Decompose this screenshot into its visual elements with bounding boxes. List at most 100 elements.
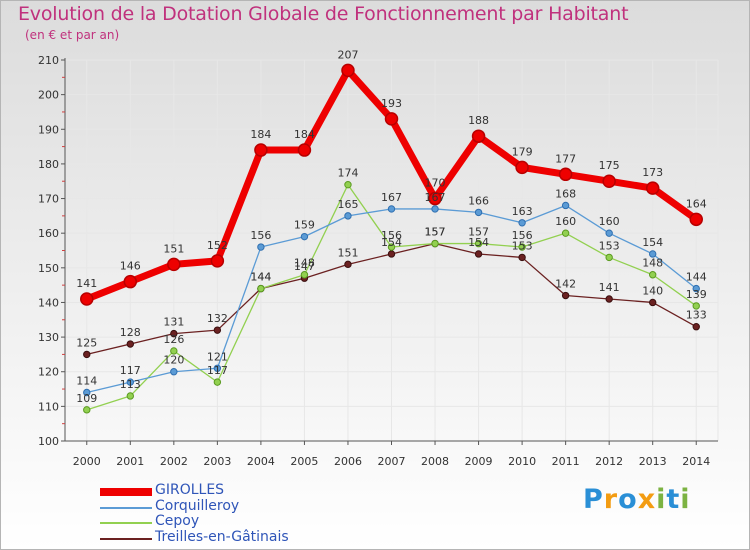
data-label-cepoy-2006: 174 [337,167,358,180]
data-label-treilles-en-g-tinais-2005: 147 [294,260,315,273]
point-girolles-2014 [689,212,703,227]
x-tick-label-2002: 2002 [160,455,188,468]
data-label-treilles-en-g-tinais-2001: 128 [120,326,141,339]
data-label-girolles-2009: 188 [468,114,489,127]
data-label-cepoy-2000: 109 [76,392,97,405]
point-corquilleroy-2001 [126,378,135,386]
point-cepoy-2011 [561,229,570,237]
point-corquilleroy-2011 [561,201,570,210]
data-label-girolles-2005: 184 [294,128,315,141]
point-corquilleroy-2005 [300,232,309,241]
y-tick-label-210: 210 [38,54,59,67]
point-corquilleroy-2012 [605,229,613,237]
data-label-corquilleroy-2004: 156 [250,229,271,242]
x-tick-label-2007: 2007 [378,455,406,468]
x-tick-label-2004: 2004 [247,455,275,468]
point-cepoy-2013 [649,271,657,279]
data-label-treilles-en-g-tinais-2004: 144 [250,271,271,284]
point-corquilleroy-2000 [83,388,91,397]
data-label-treilles-en-g-tinais-2000: 125 [76,336,97,349]
data-label-cepoy-2005: 148 [294,257,315,270]
data-label-treilles-en-g-tinais-2007: 154 [381,236,402,249]
point-corquilleroy-2002 [170,368,178,376]
logo-letter: x [637,484,657,515]
data-label-cepoy-2004: 144 [250,271,271,284]
point-cepoy-2010 [518,243,526,251]
point-girolles-2005 [297,143,312,157]
point-girolles-2012 [602,174,616,188]
x-tick-label-2012: 2012 [595,455,623,468]
point-corquilleroy-2003 [213,364,222,372]
data-label-corquilleroy-2001: 117 [120,364,141,377]
data-label-corquilleroy-2002: 120 [163,354,184,367]
point-girolles-2001 [123,274,138,289]
point-cepoy-2004 [257,284,265,293]
data-label-corquilleroy-2009: 166 [468,194,489,207]
data-label-treilles-en-g-tinais-2013: 140 [642,284,663,297]
legend-swatch-girolles [100,488,152,496]
data-label-treilles-en-g-tinais-2010: 153 [512,239,533,252]
point-corquilleroy-2006 [344,212,352,220]
point-cepoy-2003 [213,378,222,386]
data-label-treilles-en-g-tinais-2011: 142 [555,278,576,291]
point-girolles-2013 [645,181,660,195]
x-tick-label-2005: 2005 [290,455,318,468]
data-label-cepoy-2011: 160 [555,215,576,228]
logo-letter: P [583,484,604,515]
point-cepoy-2005 [300,271,309,279]
y-tick-label-170: 170 [38,193,59,206]
point-treilles-en-g-tinais-2006 [344,260,352,269]
x-tick-label-2006: 2006 [334,455,362,468]
data-label-girolles-2002: 151 [163,242,184,255]
data-label-treilles-en-g-tinais-2012: 141 [599,281,620,294]
x-tick-label-2014: 2014 [682,455,710,468]
point-girolles-2007 [384,112,399,126]
point-girolles-2009 [471,129,486,143]
y-tick-label-130: 130 [38,331,59,344]
data-label-corquilleroy-2012: 160 [599,215,620,228]
data-label-cepoy-2013: 148 [642,257,663,270]
data-label-girolles-2010: 179 [512,145,533,158]
data-label-corquilleroy-2000: 114 [76,375,97,388]
data-label-cepoy-2014: 139 [686,288,707,301]
point-treilles-en-g-tinais-2007 [387,250,396,258]
point-corquilleroy-2010 [518,219,526,227]
data-label-cepoy-2010: 156 [512,229,533,242]
point-treilles-en-g-tinais-2000 [83,350,91,359]
data-label-treilles-en-g-tinais-2003: 132 [207,312,228,325]
logo-letter: r [603,484,619,515]
logo-letter: t [666,484,681,515]
chart-title: Evolution de la Dotation Globale de Fonc… [18,3,629,25]
data-label-corquilleroy-2010: 163 [512,205,533,218]
data-label-cepoy-2009: 157 [468,226,489,239]
logo-letter: i [656,484,667,515]
data-label-corquilleroy-2006: 165 [337,198,358,211]
data-label-girolles-2006: 207 [337,48,358,61]
point-girolles-2008 [428,191,442,206]
y-tick-label-110: 110 [38,400,59,413]
data-label-girolles-2007: 193 [381,97,402,110]
logo-letter: i [680,484,691,515]
point-cepoy-2002 [170,347,178,355]
proxiti-logo: Proxiti [583,484,691,515]
legend-label-cepoy: Cepoy [155,513,200,529]
point-cepoy-2007 [387,243,396,251]
point-treilles-en-g-tinais-2001 [126,340,135,348]
point-girolles-2011 [558,167,573,182]
x-tick-label-2000: 2000 [73,455,101,468]
point-treilles-en-g-tinais-2012 [605,295,613,303]
data-label-girolles-2012: 175 [599,159,620,172]
x-tick-label-2003: 2003 [203,455,231,468]
legend-swatch-cepoy [100,522,152,524]
data-label-corquilleroy-2011: 168 [555,187,576,200]
point-girolles-2006 [341,63,355,78]
chart-subtitle: (en € et par an) [25,28,120,42]
point-treilles-en-g-tinais-2003 [213,326,222,334]
point-corquilleroy-2013 [649,250,657,258]
point-cepoy-2001 [126,392,135,400]
data-label-corquilleroy-2003: 121 [207,350,228,363]
x-tick-label-2010: 2010 [508,455,536,468]
data-label-girolles-2008: 170 [425,177,446,190]
data-label-treilles-en-g-tinais-2006: 151 [337,246,358,259]
data-label-corquilleroy-2014: 144 [686,271,707,284]
